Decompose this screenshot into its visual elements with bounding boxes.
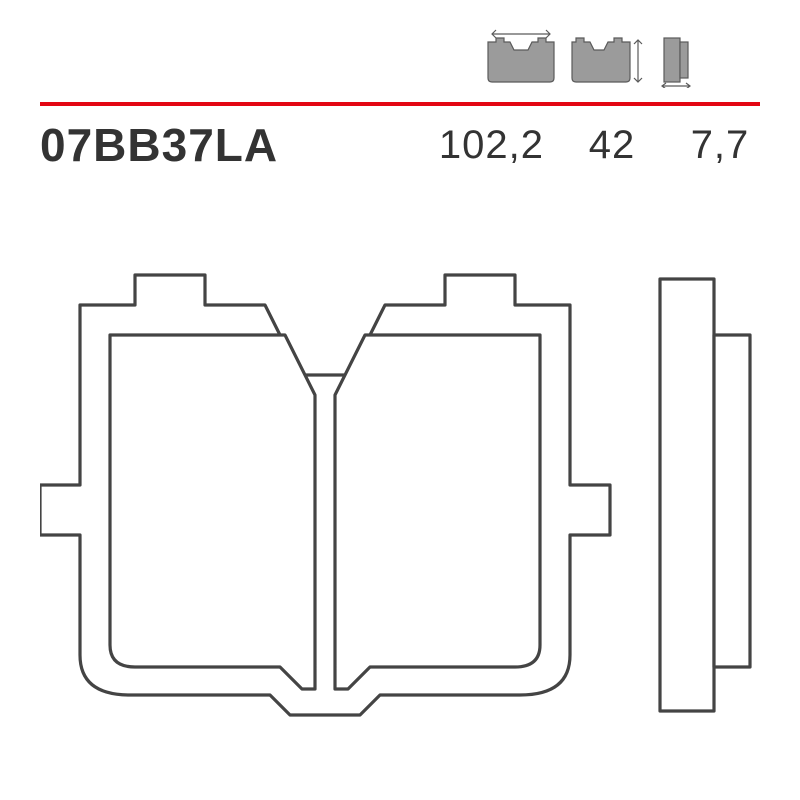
dimensions-group: 102,2 42 7,7 — [439, 123, 760, 168]
dim-thickness: 7,7 — [680, 123, 760, 168]
part-number: 07BB37LA — [40, 118, 278, 172]
technical-drawing — [40, 230, 760, 760]
front-view — [40, 275, 610, 715]
pad-height-icon — [566, 28, 644, 88]
pad-width-icon — [482, 28, 560, 88]
spec-sheet: 07BB37LA 102,2 42 7,7 — [0, 0, 800, 800]
pad-thickness-icon — [650, 28, 712, 88]
spec-row: 07BB37LA 102,2 42 7,7 — [40, 118, 760, 172]
brake-pad-diagram — [40, 230, 760, 760]
dim-height: 42 — [572, 123, 652, 168]
side-view — [660, 279, 750, 711]
divider-rule — [40, 102, 760, 106]
dimension-icons-row — [482, 28, 712, 88]
dim-width: 102,2 — [439, 123, 544, 168]
